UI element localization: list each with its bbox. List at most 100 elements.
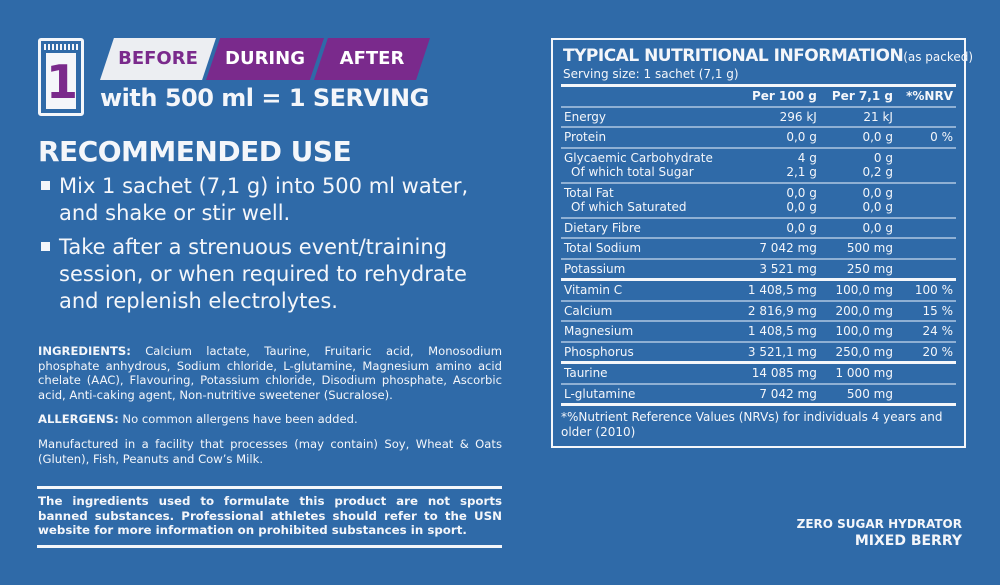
nutrient-value: ​ xyxy=(896,259,956,280)
table-row: Phosphorus 3 521,1 mg 250,0 mg 20 % xyxy=(561,341,956,363)
table-row: Energy 296 kJ 21 kJ ​ xyxy=(561,106,956,128)
nutrient-value: 0 % xyxy=(896,127,956,148)
row-value: 1 408,5 mg xyxy=(747,283,817,297)
nutrient-value: 1 000 mg xyxy=(820,363,896,384)
row-label: Of which total Sugar xyxy=(571,165,694,179)
nutrient-value: 0,0 g 0,0 g xyxy=(820,183,896,218)
nutrient-name: L-glutamine xyxy=(561,384,735,405)
nutrient-value: 2 816,9 mg xyxy=(735,301,820,322)
nutrient-name: Dietary Fibre xyxy=(561,218,735,239)
nutrient-value: 4 g 2,1 g xyxy=(735,148,820,183)
divider xyxy=(37,545,502,548)
nutrient-value: 15 % xyxy=(896,301,956,322)
row-value: 500 mg xyxy=(846,241,893,255)
row-value: 3 521,1 mg xyxy=(747,344,817,359)
row-value: 296 kJ xyxy=(779,109,817,124)
row-value: 0 g xyxy=(873,150,893,165)
row-value: ​ xyxy=(899,200,953,215)
row-value: 3 521 mg xyxy=(759,261,817,276)
nutrient-value: 100,0 mg xyxy=(820,280,896,301)
row-value: 0,0 g xyxy=(862,185,893,200)
table-row: Glycaemic Carbohydrate Of which total Su… xyxy=(561,147,956,183)
row-value: 24 % xyxy=(922,324,954,338)
row-label: Dietary Fibre xyxy=(564,220,641,235)
nutrient-value: 250,0 mg xyxy=(820,342,896,363)
row-value: 14 085 mg xyxy=(751,366,817,380)
row-value: ​ xyxy=(899,165,953,180)
row-value: ​ xyxy=(899,151,953,166)
row-label: Phosphorus xyxy=(564,344,634,359)
table-row: Protein 0,0 g 0,0 g 0 % xyxy=(561,127,956,148)
table-row: Total Sodium 7 042 mg 500 mg ​ xyxy=(561,238,956,259)
row-value: 0,2 g xyxy=(862,165,893,179)
product-line: ZERO SUGAR HYDRATOR xyxy=(796,517,962,531)
tab-during: DURING xyxy=(206,38,324,80)
nutrition-panel: TYPICAL NUTRITIONAL INFORMATION(as packe… xyxy=(551,38,973,448)
row-label: Taurine xyxy=(564,366,608,380)
row-value: ​ xyxy=(899,221,953,236)
nutrient-value: 296 kJ xyxy=(735,107,820,128)
row-value: ​ xyxy=(899,262,953,277)
row-label: Potassium xyxy=(564,261,626,276)
row-value: 0,0 g xyxy=(862,130,893,144)
table-row: Total Fat Of which Saturated 0,0 g 0,0 g 0,… xyxy=(561,182,956,218)
row-label: Total Sodium xyxy=(564,241,642,255)
product-flavour: MIXED BERRY xyxy=(854,533,962,549)
nutrient-value: 0,0 g xyxy=(820,218,896,239)
nutrient-value: ​ xyxy=(896,107,956,128)
row-value: 20 % xyxy=(922,344,954,359)
row-value: 0,0 g xyxy=(786,185,817,200)
nutrient-value: 3 521 mg xyxy=(735,259,820,280)
row-value: 15 % xyxy=(922,303,954,318)
row-value: ​ xyxy=(899,110,953,125)
row-value: 21 kJ xyxy=(863,109,893,124)
table-row: Calcium 2 816,9 mg 200,0 mg 15 % xyxy=(561,300,956,322)
nutrient-name: Energy xyxy=(561,107,735,128)
row-label: Energy xyxy=(564,109,607,124)
manufactured-note: Manufactured in a facility that processe… xyxy=(38,437,502,466)
row-value: 0,0 g xyxy=(786,200,817,214)
tab-before: BEFORE xyxy=(100,38,216,80)
nutrient-name: Glycaemic Carbohydrate Of which total Su… xyxy=(561,148,735,183)
nutrient-value: 0,0 g 0,0 g xyxy=(735,183,820,218)
nutrient-value: ​​ xyxy=(896,183,956,218)
row-value: 250,0 mg xyxy=(835,344,893,359)
row-value: 0,0 g xyxy=(786,220,817,235)
bullet-icon xyxy=(41,242,50,251)
ingredients: INGREDIENTS: Calcium lactate, Taurine, F… xyxy=(38,344,502,402)
nutrient-value: 0 g 0,2 g xyxy=(820,148,896,183)
row-label: Magnesium xyxy=(564,324,634,338)
nutrient-value: 250 mg xyxy=(820,259,896,280)
nutrient-value: 200,0 mg xyxy=(820,301,896,322)
recommended-use-title: RECOMMENDED USE xyxy=(38,135,352,168)
bullet-item: Take after a strenuous event/training se… xyxy=(38,234,508,315)
table-header: Per 100 g Per 7,1 g *%NRV xyxy=(561,85,956,107)
divider xyxy=(37,486,502,489)
bullet-item: Mix 1 sachet (7,1 g) into 500 ml water, … xyxy=(38,173,508,227)
nutrient-value: 500 mg xyxy=(820,238,896,259)
nutrient-value: 3 521,1 mg xyxy=(735,342,820,363)
nutrition-title: TYPICAL NUTRITIONAL INFORMATION(as packe… xyxy=(563,46,974,66)
nutrient-value: 24 % xyxy=(896,321,956,342)
allergens: ALLERGENS: No common allergens have been… xyxy=(38,412,358,426)
nutrient-value: ​​ xyxy=(896,148,956,183)
nutrient-value: ​ xyxy=(896,363,956,384)
nutrient-value: 100 % xyxy=(896,280,956,301)
nutrient-value: 500 mg xyxy=(820,384,896,405)
nutrient-value: 0,0 g xyxy=(735,127,820,148)
nutrient-value: 7 042 mg xyxy=(735,238,820,259)
nutrient-value: ​ xyxy=(896,218,956,239)
nutrient-value: ​ xyxy=(896,384,956,405)
bullet-icon xyxy=(41,181,50,190)
col-per-100g: Per 100 g xyxy=(751,89,817,103)
nutrient-value: 1 408,5 mg xyxy=(735,321,820,342)
step-number: 1 xyxy=(46,53,79,109)
nutrient-name: Potassium xyxy=(561,259,735,280)
table-row: L-glutamine 7 042 mg 500 mg ​ xyxy=(561,383,956,405)
row-label: Glycaemic Carbohydrate xyxy=(564,150,713,165)
nutrient-name: Taurine xyxy=(561,363,735,384)
row-value: 2 816,9 mg xyxy=(747,303,817,318)
row-label: Vitamin C xyxy=(564,283,623,297)
row-value: 7 042 mg xyxy=(759,386,817,401)
disclaimer: The ingredients used to formulate this p… xyxy=(38,494,502,537)
